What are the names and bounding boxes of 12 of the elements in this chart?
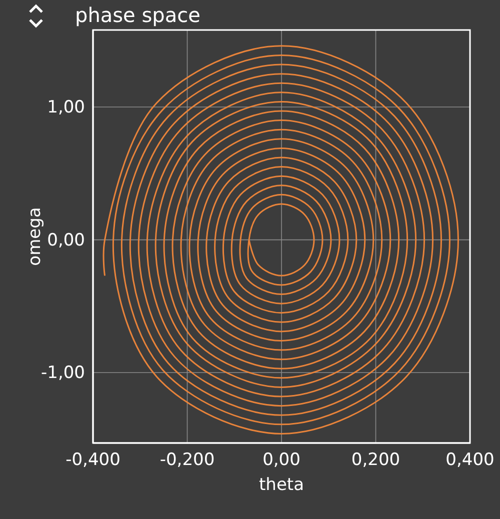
y-tick-label: 1,00 bbox=[47, 97, 85, 118]
y-tick-label: 0,00 bbox=[47, 230, 85, 250]
x-tick-label: 0,400 bbox=[446, 450, 494, 470]
x-tick-label: 0,00 bbox=[262, 450, 300, 470]
y-tick-label: -1,00 bbox=[41, 363, 85, 384]
y-axis-title: omega bbox=[25, 207, 45, 266]
x-tick-label: -0,200 bbox=[160, 450, 215, 470]
x-tick-label: -0,400 bbox=[66, 450, 120, 470]
x-tick-label: 0,200 bbox=[351, 450, 400, 470]
x-axis-title: theta bbox=[259, 475, 304, 495]
chart-title: phase space bbox=[75, 3, 200, 27]
line-series bbox=[104, 45, 459, 434]
